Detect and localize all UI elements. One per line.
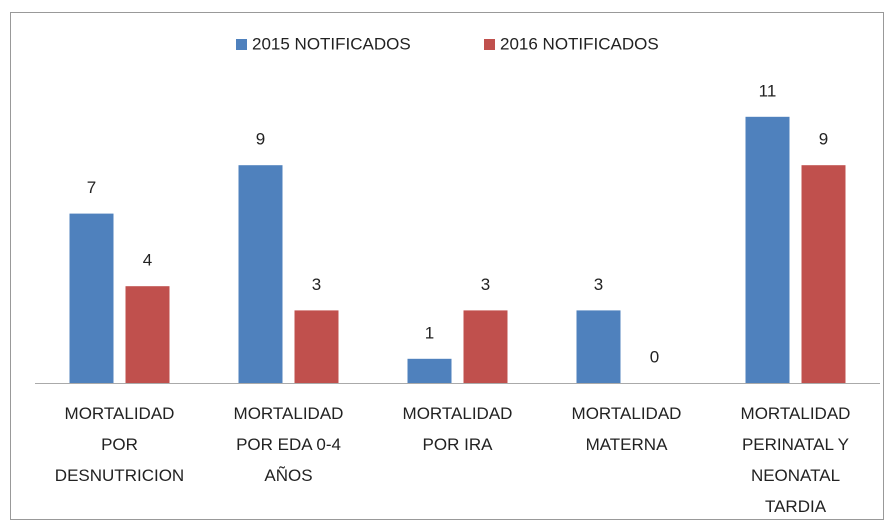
x-tick-label-line: PERINATAL Y xyxy=(742,435,849,454)
bar xyxy=(576,310,621,383)
x-tick-label-line: POR IRA xyxy=(423,435,494,454)
data-label: 1 xyxy=(425,323,434,342)
bar xyxy=(125,286,170,383)
data-label: 4 xyxy=(143,251,152,270)
bar xyxy=(801,165,846,383)
x-tick-label-line: MORTALIDAD xyxy=(741,404,851,423)
x-tick-label-line: POR xyxy=(101,435,138,454)
x-tick-label-line: MORTALIDAD xyxy=(403,404,513,423)
data-label: 9 xyxy=(256,130,265,149)
data-label: 3 xyxy=(312,275,321,294)
chart-border xyxy=(10,12,884,520)
data-label: 3 xyxy=(481,275,490,294)
x-tick-label: MORTALIDAD POR EDA 0-4 AÑOS xyxy=(234,404,344,485)
bar xyxy=(238,165,283,383)
bar xyxy=(294,310,339,383)
data-label: 7 xyxy=(87,178,96,197)
bar xyxy=(745,116,790,384)
bar xyxy=(407,358,452,383)
data-label: 0 xyxy=(650,347,659,366)
x-tick-label-line: POR EDA 0-4 xyxy=(236,435,341,454)
x-tick-label: MORTALIDAD POR DESNUTRICION xyxy=(55,404,184,485)
x-tick-label-line: TARDIA xyxy=(765,497,827,516)
data-label: 3 xyxy=(594,275,603,294)
bar xyxy=(463,310,508,383)
x-tick-label-line: NEONATAL xyxy=(751,466,840,485)
data-label: 9 xyxy=(819,130,828,149)
x-tick-label-line: MORTALIDAD xyxy=(65,404,175,423)
x-tick-label-line: MORTALIDAD xyxy=(572,404,682,423)
legend-label: 2016 NOTIFICADOS xyxy=(500,34,659,53)
x-tick-label: MORTALIDAD MATERNA xyxy=(572,404,682,454)
x-tick-label: MORTALIDAD POR IRA xyxy=(403,404,513,454)
x-tick-label-line: AÑOS xyxy=(264,466,312,485)
legend-label: 2015 NOTIFICADOS xyxy=(252,34,411,53)
data-label: 11 xyxy=(759,81,777,100)
legend-swatch xyxy=(236,39,247,50)
x-tick-label-line: MORTALIDAD xyxy=(234,404,344,423)
legend-swatch xyxy=(484,39,495,50)
x-tick-label-line: DESNUTRICION xyxy=(55,466,184,485)
x-tick-label-line: MATERNA xyxy=(586,435,669,454)
bar xyxy=(69,213,114,383)
x-tick-label: MORTALIDAD PERINATAL Y NEONATAL TARDIA xyxy=(741,404,851,516)
